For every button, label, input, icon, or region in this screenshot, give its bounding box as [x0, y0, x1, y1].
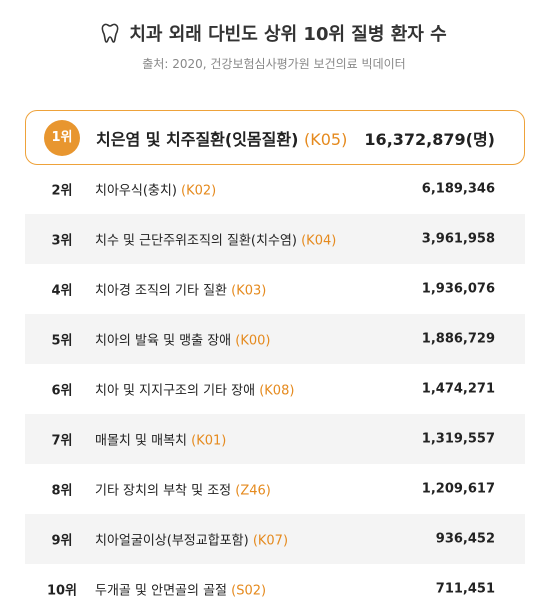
title: 치과 외래 다빈도 상위 10위 질병 환자 수 [129, 24, 447, 45]
patient-count: 1,319,557 [421, 431, 495, 447]
rank: 10위 [46, 583, 78, 599]
disease-code: (K08) [259, 383, 295, 399]
disease-name: 매몰치 및 매복치 (K01) [95, 430, 226, 449]
disease-code: (K02) [181, 183, 217, 199]
disease-code: (K00) [235, 333, 271, 349]
disease-label: 치수 및 근단주위조직의 질환(치수염) [95, 233, 297, 249]
patient-count: 6,189,346 [421, 181, 495, 197]
rank: 7위 [51, 433, 73, 449]
patient-count: 3,961,958 [421, 231, 495, 247]
table-row: 5위 치아의 발육 및 맹출 장애 (K00) 1,886,729 [25, 314, 525, 364]
patient-count: 1,936,076 [421, 281, 495, 297]
disease-code: (S02) [231, 583, 267, 599]
disease-name: 두개골 및 안면골의 골절 (S02) [95, 580, 266, 599]
table-row: 3위 치수 및 근단주위조직의 질환(치수염) (K04) 3,961,958 [25, 214, 525, 264]
patient-count: 1,209,617 [421, 481, 495, 497]
disease-name: 치수 및 근단주위조직의 질환(치수염) (K04) [95, 230, 336, 249]
disease-label: 치아경 조직의 기타 질환 [95, 283, 227, 299]
disease-name: 치아의 발육 및 맹출 장애 (K00) [95, 330, 271, 349]
table-row: 8위 기타 장치의 부착 및 조정 (Z46) 1,209,617 [25, 464, 525, 514]
table-row: 4위 치아경 조직의 기타 질환 (K03) 1,936,076 [25, 264, 525, 314]
disease-label: 치은염 및 치주질환(잇몸질환) [96, 129, 299, 149]
rank: 9위 [51, 533, 73, 549]
title-wrap: 치과 외래 다빈도 상위 10위 질병 환자 수 [0, 20, 548, 46]
disease-label: 치아의 발육 및 맹출 장애 [95, 333, 232, 349]
disease-name: 치아우식(충치) (K02) [95, 180, 216, 199]
disease-label: 치아 및 지지구조의 기타 장애 [95, 383, 256, 399]
disease-name: 치아얼굴이상(부정교합포함) (K07) [95, 530, 288, 549]
disease-label: 두개골 및 안면골의 골절 [95, 583, 227, 599]
rank: 3위 [51, 233, 73, 249]
disease-name: 치아경 조직의 기타 질환 (K03) [95, 280, 266, 299]
rank: 5위 [51, 333, 73, 349]
disease-name: 치은염 및 치주질환(잇몸질환) (K05) [96, 126, 347, 150]
rank: 4위 [51, 283, 73, 299]
rank: 2위 [51, 183, 73, 199]
table-row: 6위 치아 및 지지구조의 기타 장애 (K08) 1,474,271 [25, 364, 525, 414]
table-row: 7위 매몰치 및 매복치 (K01) 1,319,557 [25, 414, 525, 464]
disease-label: 기타 장치의 부착 및 조정 [95, 483, 232, 499]
tooth-icon [101, 23, 119, 43]
disease-code: (Z46) [235, 483, 271, 499]
rank: 1위 [44, 119, 80, 156]
table-row: 10위 두개골 및 안면골의 골절 (S02) 711,451 [25, 564, 525, 606]
patient-count: 711,451 [435, 581, 495, 597]
source: 출처: 2020, 건강보험심사평가원 보건의료 빅데이터 [142, 57, 406, 71]
rank: 8위 [51, 483, 73, 499]
disease-label: 치아얼굴이상(부정교합포함) [95, 533, 249, 549]
disease-code: (K05) [303, 129, 348, 149]
disease-name: 치아 및 지지구조의 기타 장애 (K08) [95, 380, 294, 399]
rank: 6위 [51, 383, 73, 399]
patient-count: 16,372,879(명) [364, 129, 495, 149]
disease-code: (K01) [191, 433, 227, 449]
patient-count: 1,886,729 [421, 331, 495, 347]
table-row: 2위 치아우식(충치) (K02) 6,189,346 [25, 164, 525, 214]
disease-label: 치아우식(충치) [95, 183, 177, 199]
patient-count: 1,474,271 [421, 381, 495, 397]
patient-count: 936,452 [435, 531, 495, 547]
disease-name: 기타 장치의 부착 및 조정 (Z46) [95, 480, 271, 499]
disease-code: (K04) [301, 233, 337, 249]
table-row: 9위 치아얼굴이상(부정교합포함) (K07) 936,452 [25, 514, 525, 564]
table-row: 1위 치은염 및 치주질환(잇몸질환) (K05) 16,372,879(명) [25, 110, 525, 165]
disease-code: (K03) [231, 283, 267, 299]
disease-code: (K07) [252, 533, 289, 549]
disease-label: 매몰치 및 매복치 [95, 433, 187, 449]
